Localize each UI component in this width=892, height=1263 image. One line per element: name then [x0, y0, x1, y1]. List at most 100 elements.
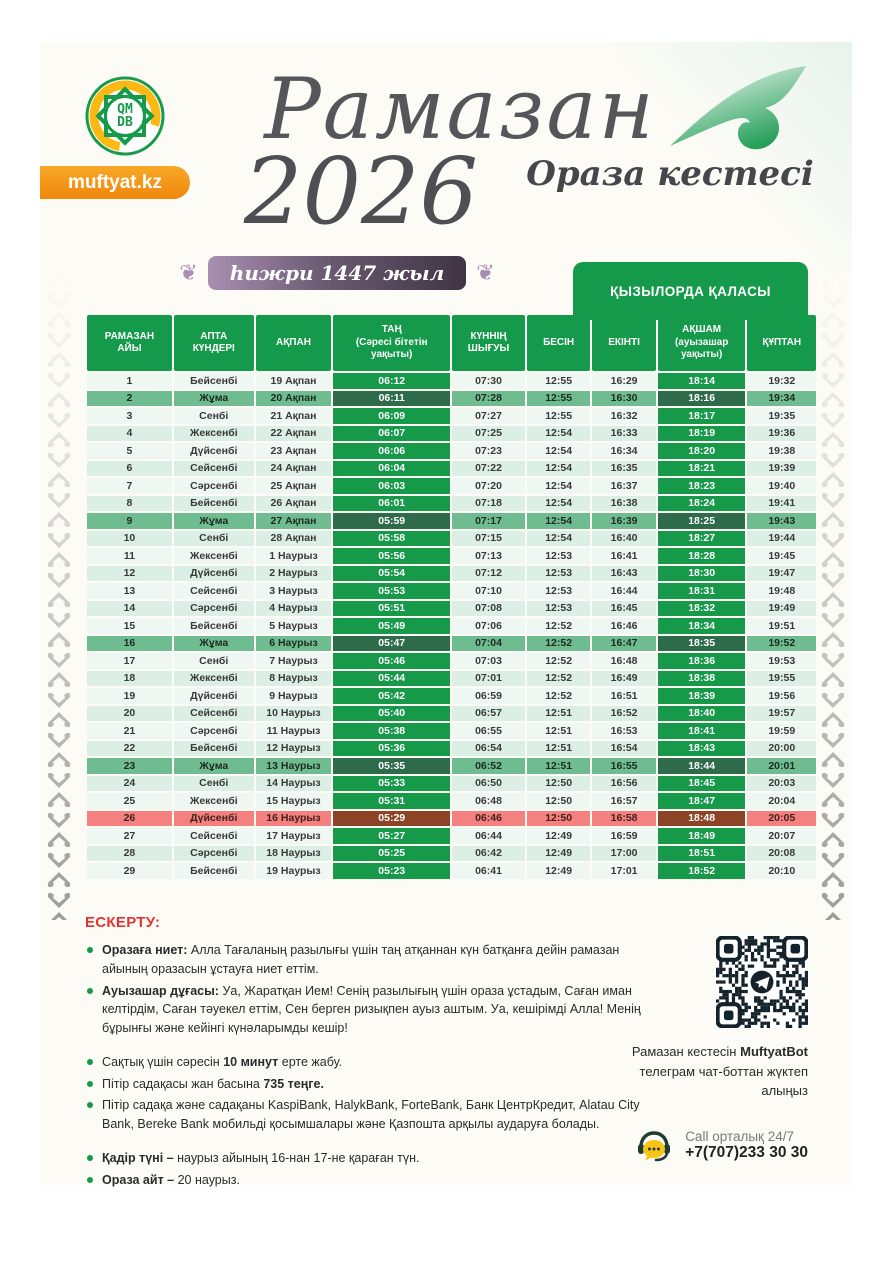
- schedule-cell: 12:52: [526, 688, 591, 704]
- schedule-cell: 06:44: [452, 828, 525, 844]
- schedule-cell: 12:50: [526, 810, 591, 826]
- schedule-cell: 12:52: [526, 653, 591, 669]
- schedule-cell: 05:25: [333, 845, 451, 861]
- city-label: ҚЫЗЫЛОРДА ҚАЛАСЫ: [610, 283, 771, 299]
- hijri-year-label: һижри 1447 жыл: [207, 256, 467, 290]
- schedule-cell: 16:33: [592, 425, 656, 441]
- schedule-cell: 06:52: [452, 758, 525, 774]
- schedule-cell: 14 Наурыз: [255, 775, 332, 791]
- schedule-cell: 18:25: [657, 513, 746, 529]
- schedule-cell: 06:46: [452, 810, 525, 826]
- schedule-cell: 07:23: [452, 443, 525, 459]
- schedule-cell: 06:42: [452, 845, 525, 861]
- schedule-cell: 12:55: [526, 408, 591, 424]
- schedule-cell: 18:45: [657, 775, 746, 791]
- schedule-cell: 19:45: [747, 548, 816, 564]
- schedule-cell: 18:48: [657, 810, 746, 826]
- poster-subtitle: Ораза кестесі: [526, 154, 814, 194]
- schedule-cell: 05:51: [333, 600, 451, 616]
- schedule-cell: 18:27: [657, 530, 746, 546]
- column-header: ТАҢ (Сәресі бітетін уақыты): [333, 315, 451, 371]
- bullet-dot-icon: [87, 947, 93, 953]
- schedule-cell: 9: [87, 513, 172, 529]
- text-segment: Сақтық үшін сәресін: [102, 1054, 224, 1069]
- schedule-cell: 22 Ақпан: [255, 425, 332, 441]
- column-header: РАМАЗАН АЙЫ: [87, 315, 172, 371]
- text-segment: ерте жабу.: [278, 1054, 343, 1069]
- schedule-cell: Бейсенбі: [173, 618, 254, 634]
- text-segment: Қадір түні –: [102, 1150, 174, 1165]
- schedule-cell: 16:48: [592, 653, 656, 669]
- schedule-cell: 07:30: [452, 373, 525, 389]
- schedule-cell: 16:41: [592, 548, 656, 564]
- schedule-cell: 18:51: [657, 845, 746, 861]
- call-center-label: Call орталық 24/7: [685, 1129, 794, 1144]
- text-segment: 10 минут: [223, 1054, 279, 1069]
- schedule-row-day-15: 15 Бейсенбі 5 Наурыз 05:49 07:06 12:52 16:46 18…: [87, 618, 816, 634]
- schedule-cell: 12:54: [526, 513, 591, 529]
- schedule-row-day-29: 29 Бейсенбі 19 Наурыз 05:23 06:41 12:49 17:01 1…: [87, 863, 816, 879]
- schedule-cell: 7 Наурыз: [255, 653, 332, 669]
- side-ornament-right-icon: [820, 270, 846, 920]
- schedule-cell: 16:56: [592, 775, 656, 791]
- text-segment: 20 наурыз.: [174, 1172, 240, 1187]
- telegram-qr-code: [716, 936, 808, 1028]
- schedule-cell: 16: [87, 635, 172, 651]
- bullet-dot-icon: [87, 987, 93, 994]
- schedule-row-day-10: 10 Сенбі 28 Ақпан 05:58 07:15 12:54 16:40 18:27…: [87, 530, 816, 546]
- note-item: Пітір садақа және садақаны KaspiBank, Ha…: [85, 1096, 645, 1134]
- schedule-cell: 20:04: [747, 793, 816, 809]
- schedule-row-day-8: 8 Бейсенбі 26 Ақпан 06:01 07:18 12:54 16:38 18:…: [87, 495, 816, 511]
- svg-text:DB: DB: [117, 115, 133, 130]
- schedule-cell: 12:51: [526, 758, 591, 774]
- notes-heading: ЕСКЕРТУ:: [85, 914, 161, 931]
- schedule-cell: 16:55: [592, 758, 656, 774]
- schedule-cell: 12:54: [526, 495, 591, 511]
- schedule-cell: 19:32: [747, 373, 816, 389]
- column-header: ҚҰПТАН: [747, 315, 816, 371]
- schedule-cell: 05:47: [333, 635, 451, 651]
- schedule-cell: 19:41: [747, 495, 816, 511]
- schedule-cell: Жексенбі: [173, 670, 254, 686]
- call-center-icon: [638, 1130, 671, 1161]
- schedule-cell: Сенбі: [173, 408, 254, 424]
- schedule-cell: Сенбі: [173, 530, 254, 546]
- schedule-cell: 07:12: [452, 565, 525, 581]
- schedule-cell: 7: [87, 478, 172, 494]
- schedule-cell: 12:55: [526, 390, 591, 406]
- wave-swoosh-icon: [670, 66, 806, 150]
- schedule-row-day-26: 26 Дүйсенбі 16 Наурыз 05:29 06:46 12:50 16:58 1…: [87, 810, 816, 826]
- schedule-cell: 18: [87, 670, 172, 686]
- schedule-cell: 19 Наурыз: [255, 863, 332, 879]
- schedule-cell: 18:35: [657, 635, 746, 651]
- schedule-cell: 18:34: [657, 618, 746, 634]
- schedule-cell: 19:34: [747, 390, 816, 406]
- schedule-cell: 25 Ақпан: [255, 478, 332, 494]
- schedule-cell: 06:04: [333, 460, 451, 476]
- schedule-cell: 19:48: [747, 583, 816, 599]
- schedule-cell: 18:36: [657, 653, 746, 669]
- schedule-row-day-13: 13 Сейсенбі 3 Наурыз 05:53 07:10 12:53 16:44 18…: [87, 583, 816, 599]
- schedule-cell: 16:45: [592, 600, 656, 616]
- schedule-cell: 06:01: [333, 495, 451, 511]
- schedule-cell: 19:39: [747, 460, 816, 476]
- schedule-cell: 20:01: [747, 758, 816, 774]
- schedule-cell: 12:50: [526, 793, 591, 809]
- schedule-cell: 1: [87, 373, 172, 389]
- text-segment: 735 теңге.: [263, 1076, 324, 1091]
- text-segment: Ауызашар дұғасы:: [102, 983, 219, 998]
- schedule-cell: 6 Наурыз: [255, 635, 332, 651]
- schedule-cell: 12:54: [526, 425, 591, 441]
- schedule-cell: 17 Наурыз: [255, 828, 332, 844]
- schedule-cell: Дүйсенбі: [173, 688, 254, 704]
- schedule-cell: 12:54: [526, 478, 591, 494]
- schedule-cell: 05:46: [333, 653, 451, 669]
- schedule-cell: 12:49: [526, 845, 591, 861]
- schedule-cell: 12:53: [526, 600, 591, 616]
- column-header: АҚШАМ (ауызашар уақыты): [657, 315, 746, 371]
- schedule-cell: Сейсенбі: [173, 460, 254, 476]
- schedule-cell: 19:44: [747, 530, 816, 546]
- schedule-row-day-20: 20 Сейсенбі 10 Наурыз 05:40 06:57 12:51 16:52 1…: [87, 705, 816, 721]
- schedule-cell: 07:10: [452, 583, 525, 599]
